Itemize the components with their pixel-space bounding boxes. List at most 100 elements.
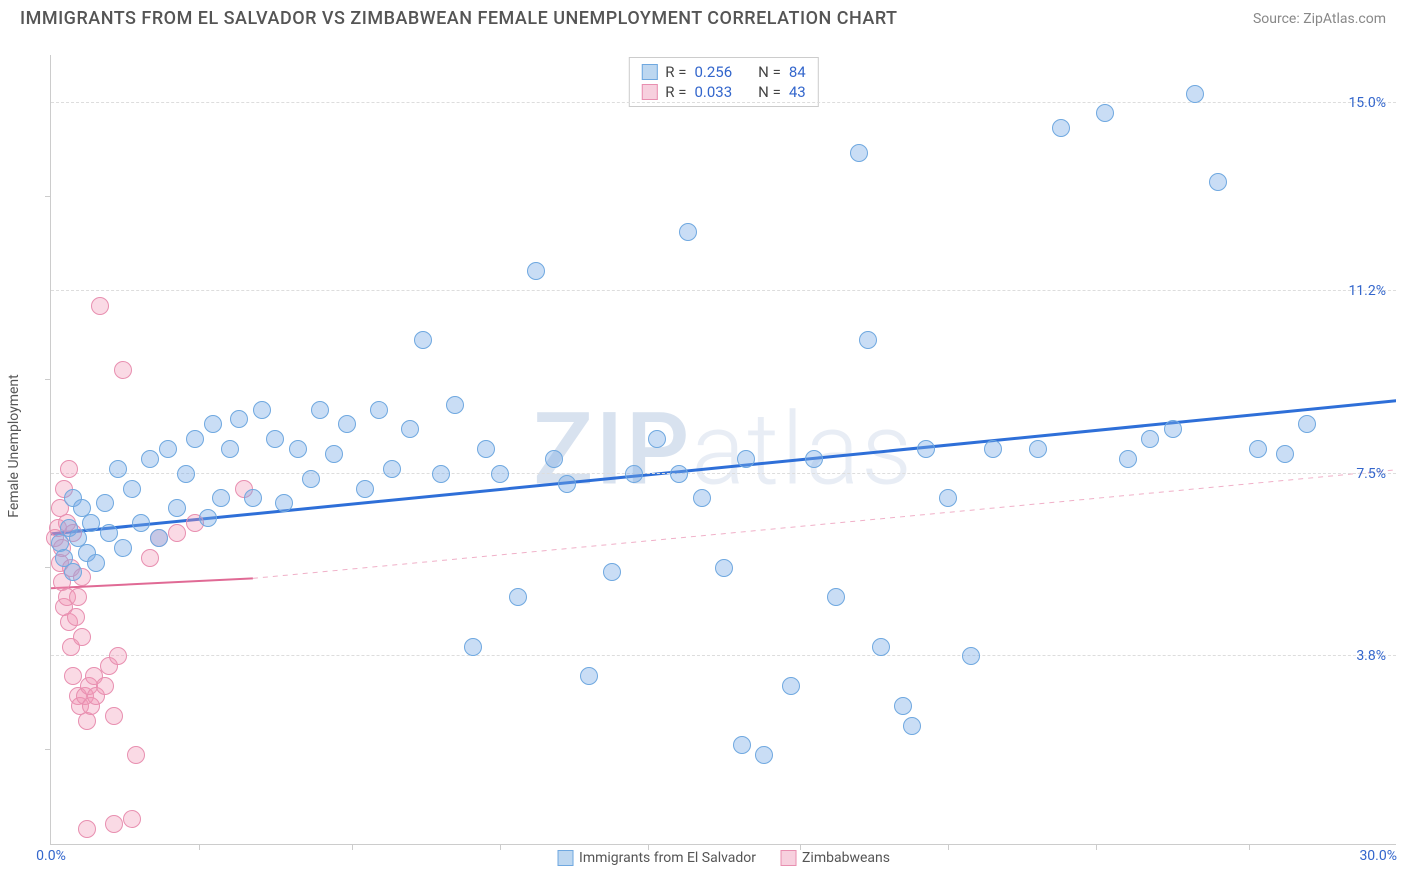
scatter-point-series1 bbox=[805, 450, 823, 468]
scatter-point-series1 bbox=[903, 717, 921, 735]
gridline bbox=[51, 655, 1396, 656]
scatter-point-series1 bbox=[715, 559, 733, 577]
scatter-point-series1 bbox=[1209, 173, 1227, 191]
scatter-point-series1 bbox=[432, 465, 450, 483]
scatter-point-series1 bbox=[733, 736, 751, 754]
scatter-point-series2 bbox=[127, 746, 145, 764]
scatter-point-series1 bbox=[558, 475, 576, 493]
scatter-point-series1 bbox=[984, 440, 1002, 458]
scatter-point-series1 bbox=[859, 331, 877, 349]
scatter-point-series1 bbox=[275, 494, 293, 512]
scatter-point-series1 bbox=[1119, 450, 1137, 468]
scatter-point-series1 bbox=[1186, 85, 1204, 103]
scatter-point-series1 bbox=[123, 480, 141, 498]
scatter-point-series1 bbox=[1164, 420, 1182, 438]
x-tick-mark bbox=[500, 844, 501, 850]
chart-plot-area: ZIPatlas R = 0.256 N = 84 R = 0.033 N = … bbox=[50, 55, 1396, 845]
scatter-point-series1 bbox=[150, 529, 168, 547]
scatter-point-series1 bbox=[204, 415, 222, 433]
scatter-point-series1 bbox=[491, 465, 509, 483]
legend-item-series2: Zimbabweans bbox=[780, 850, 890, 866]
scatter-point-series2 bbox=[96, 677, 114, 695]
scatter-point-series1 bbox=[199, 509, 217, 527]
swatch-series1-bottom bbox=[557, 850, 573, 866]
scatter-point-series1 bbox=[782, 677, 800, 695]
scatter-point-series1 bbox=[737, 450, 755, 468]
swatch-series1 bbox=[641, 64, 657, 80]
scatter-point-series1 bbox=[356, 480, 374, 498]
y-tick-label: 3.8% bbox=[1356, 648, 1386, 664]
swatch-series2-bottom bbox=[780, 850, 796, 866]
chart-title: IMMIGRANTS FROM EL SALVADOR VS ZIMBABWEA… bbox=[20, 8, 898, 29]
scatter-point-series1 bbox=[302, 470, 320, 488]
scatter-point-series1 bbox=[325, 445, 343, 463]
x-tick-mark bbox=[800, 844, 801, 850]
scatter-point-series1 bbox=[414, 331, 432, 349]
n-label: N = bbox=[758, 63, 781, 81]
scatter-point-series1 bbox=[132, 514, 150, 532]
scatter-point-series2 bbox=[105, 707, 123, 725]
scatter-point-series1 bbox=[850, 144, 868, 162]
r-value-series1: 0.256 bbox=[694, 63, 732, 81]
source-attribution: Source: ZipAtlas.com bbox=[1253, 11, 1386, 27]
stats-row-series2: R = 0.033 N = 43 bbox=[641, 82, 805, 102]
scatter-point-series1 bbox=[464, 638, 482, 656]
scatter-point-series1 bbox=[648, 430, 666, 448]
scatter-point-series1 bbox=[446, 396, 464, 414]
y-tick-label: 7.5% bbox=[1356, 466, 1386, 482]
x-tick-mark bbox=[948, 844, 949, 850]
scatter-point-series1 bbox=[1096, 104, 1114, 122]
scatter-point-series1 bbox=[962, 647, 980, 665]
scatter-point-series1 bbox=[64, 563, 82, 581]
x-tick-mark bbox=[1096, 844, 1097, 850]
scatter-point-series2 bbox=[141, 549, 159, 567]
scatter-point-series1 bbox=[894, 697, 912, 715]
scatter-point-series1 bbox=[527, 262, 545, 280]
n-value-series2: 43 bbox=[789, 83, 806, 101]
scatter-point-series1 bbox=[100, 524, 118, 542]
scatter-point-series1 bbox=[939, 489, 957, 507]
gridline bbox=[51, 473, 1396, 474]
scatter-point-series1 bbox=[177, 465, 195, 483]
scatter-point-series1 bbox=[289, 440, 307, 458]
swatch-series2 bbox=[641, 84, 657, 100]
scatter-point-series2 bbox=[67, 608, 85, 626]
scatter-point-series1 bbox=[625, 465, 643, 483]
y-tick-mark bbox=[45, 567, 51, 568]
scatter-point-series1 bbox=[1298, 415, 1316, 433]
scatter-point-series1 bbox=[603, 563, 621, 581]
scatter-point-series1 bbox=[580, 667, 598, 685]
scatter-point-series1 bbox=[159, 440, 177, 458]
scatter-point-series1 bbox=[141, 450, 159, 468]
scatter-point-series1 bbox=[311, 401, 329, 419]
stats-row-series1: R = 0.256 N = 84 bbox=[641, 62, 805, 82]
scatter-point-series2 bbox=[105, 815, 123, 833]
scatter-point-series1 bbox=[82, 514, 100, 532]
scatter-point-series1 bbox=[1029, 440, 1047, 458]
bottom-legend: Immigrants from El Salvador Zimbabweans bbox=[557, 850, 890, 866]
scatter-point-series1 bbox=[96, 494, 114, 512]
gridline bbox=[51, 102, 1396, 103]
scatter-point-series1 bbox=[1141, 430, 1159, 448]
scatter-point-series1 bbox=[186, 430, 204, 448]
scatter-point-series2 bbox=[60, 460, 78, 478]
x-tick-mark bbox=[352, 844, 353, 850]
y-tick-mark bbox=[45, 379, 51, 380]
scatter-point-series1 bbox=[1276, 445, 1294, 463]
scatter-point-series1 bbox=[545, 450, 563, 468]
y-tick-label: 11.2% bbox=[1348, 283, 1386, 299]
legend-label-series1: Immigrants from El Salvador bbox=[579, 850, 756, 866]
scatter-point-series1 bbox=[370, 401, 388, 419]
x-tick-label-max: 30.0% bbox=[1359, 848, 1397, 864]
scatter-point-series2 bbox=[123, 810, 141, 828]
x-tick-mark bbox=[648, 844, 649, 850]
scatter-point-series1 bbox=[266, 430, 284, 448]
scatter-point-series1 bbox=[212, 489, 230, 507]
n-value-series1: 84 bbox=[789, 63, 806, 81]
scatter-point-series2 bbox=[78, 820, 96, 838]
r-value-series2: 0.033 bbox=[694, 83, 732, 101]
scatter-point-series1 bbox=[1052, 119, 1070, 137]
r-label: R = bbox=[665, 63, 686, 81]
y-tick-label: 15.0% bbox=[1348, 95, 1386, 111]
y-axis-label: Female Unemployment bbox=[6, 374, 22, 518]
